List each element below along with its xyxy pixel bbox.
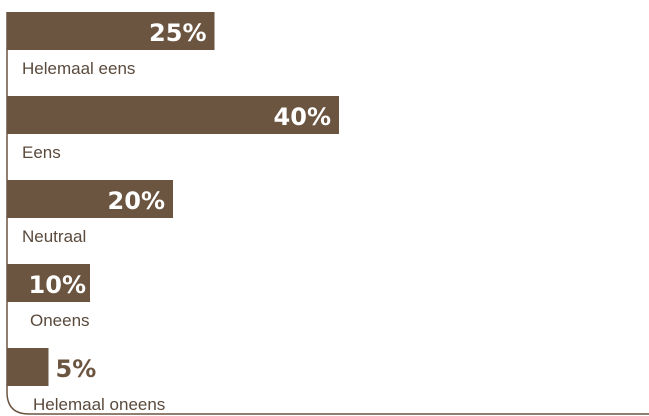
category-label: Helemaal oneens bbox=[33, 395, 165, 414]
bar-helemaal-eens bbox=[7, 12, 215, 50]
category-label: Neutraal bbox=[22, 227, 86, 246]
category-label: Eens bbox=[22, 143, 61, 162]
bar-eens bbox=[7, 96, 339, 134]
bar-oneens bbox=[7, 264, 90, 302]
bar-value-label: 20% bbox=[108, 187, 165, 215]
bar-value-label: 25% bbox=[149, 19, 206, 47]
bars-group: 25% Helemaal eens 40% Eens 20% Neutraal 10% One… bbox=[7, 12, 339, 414]
bar-value-label: 10% bbox=[29, 271, 86, 299]
bar-neutraal bbox=[7, 180, 173, 218]
category-label: Helemaal eens bbox=[22, 59, 135, 78]
category-label: Oneens bbox=[30, 311, 90, 330]
bar-value-label: 40% bbox=[274, 103, 331, 131]
chart-frame-line bbox=[6, 12, 649, 415]
bar-value-label: 5% bbox=[56, 355, 97, 383]
bar-helemaal-oneens bbox=[7, 348, 49, 386]
